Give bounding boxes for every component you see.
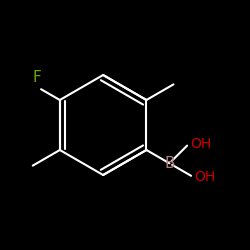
Text: OH: OH bbox=[194, 170, 215, 183]
Text: OH: OH bbox=[190, 138, 211, 151]
Text: B: B bbox=[164, 156, 175, 171]
Text: F: F bbox=[32, 70, 41, 85]
